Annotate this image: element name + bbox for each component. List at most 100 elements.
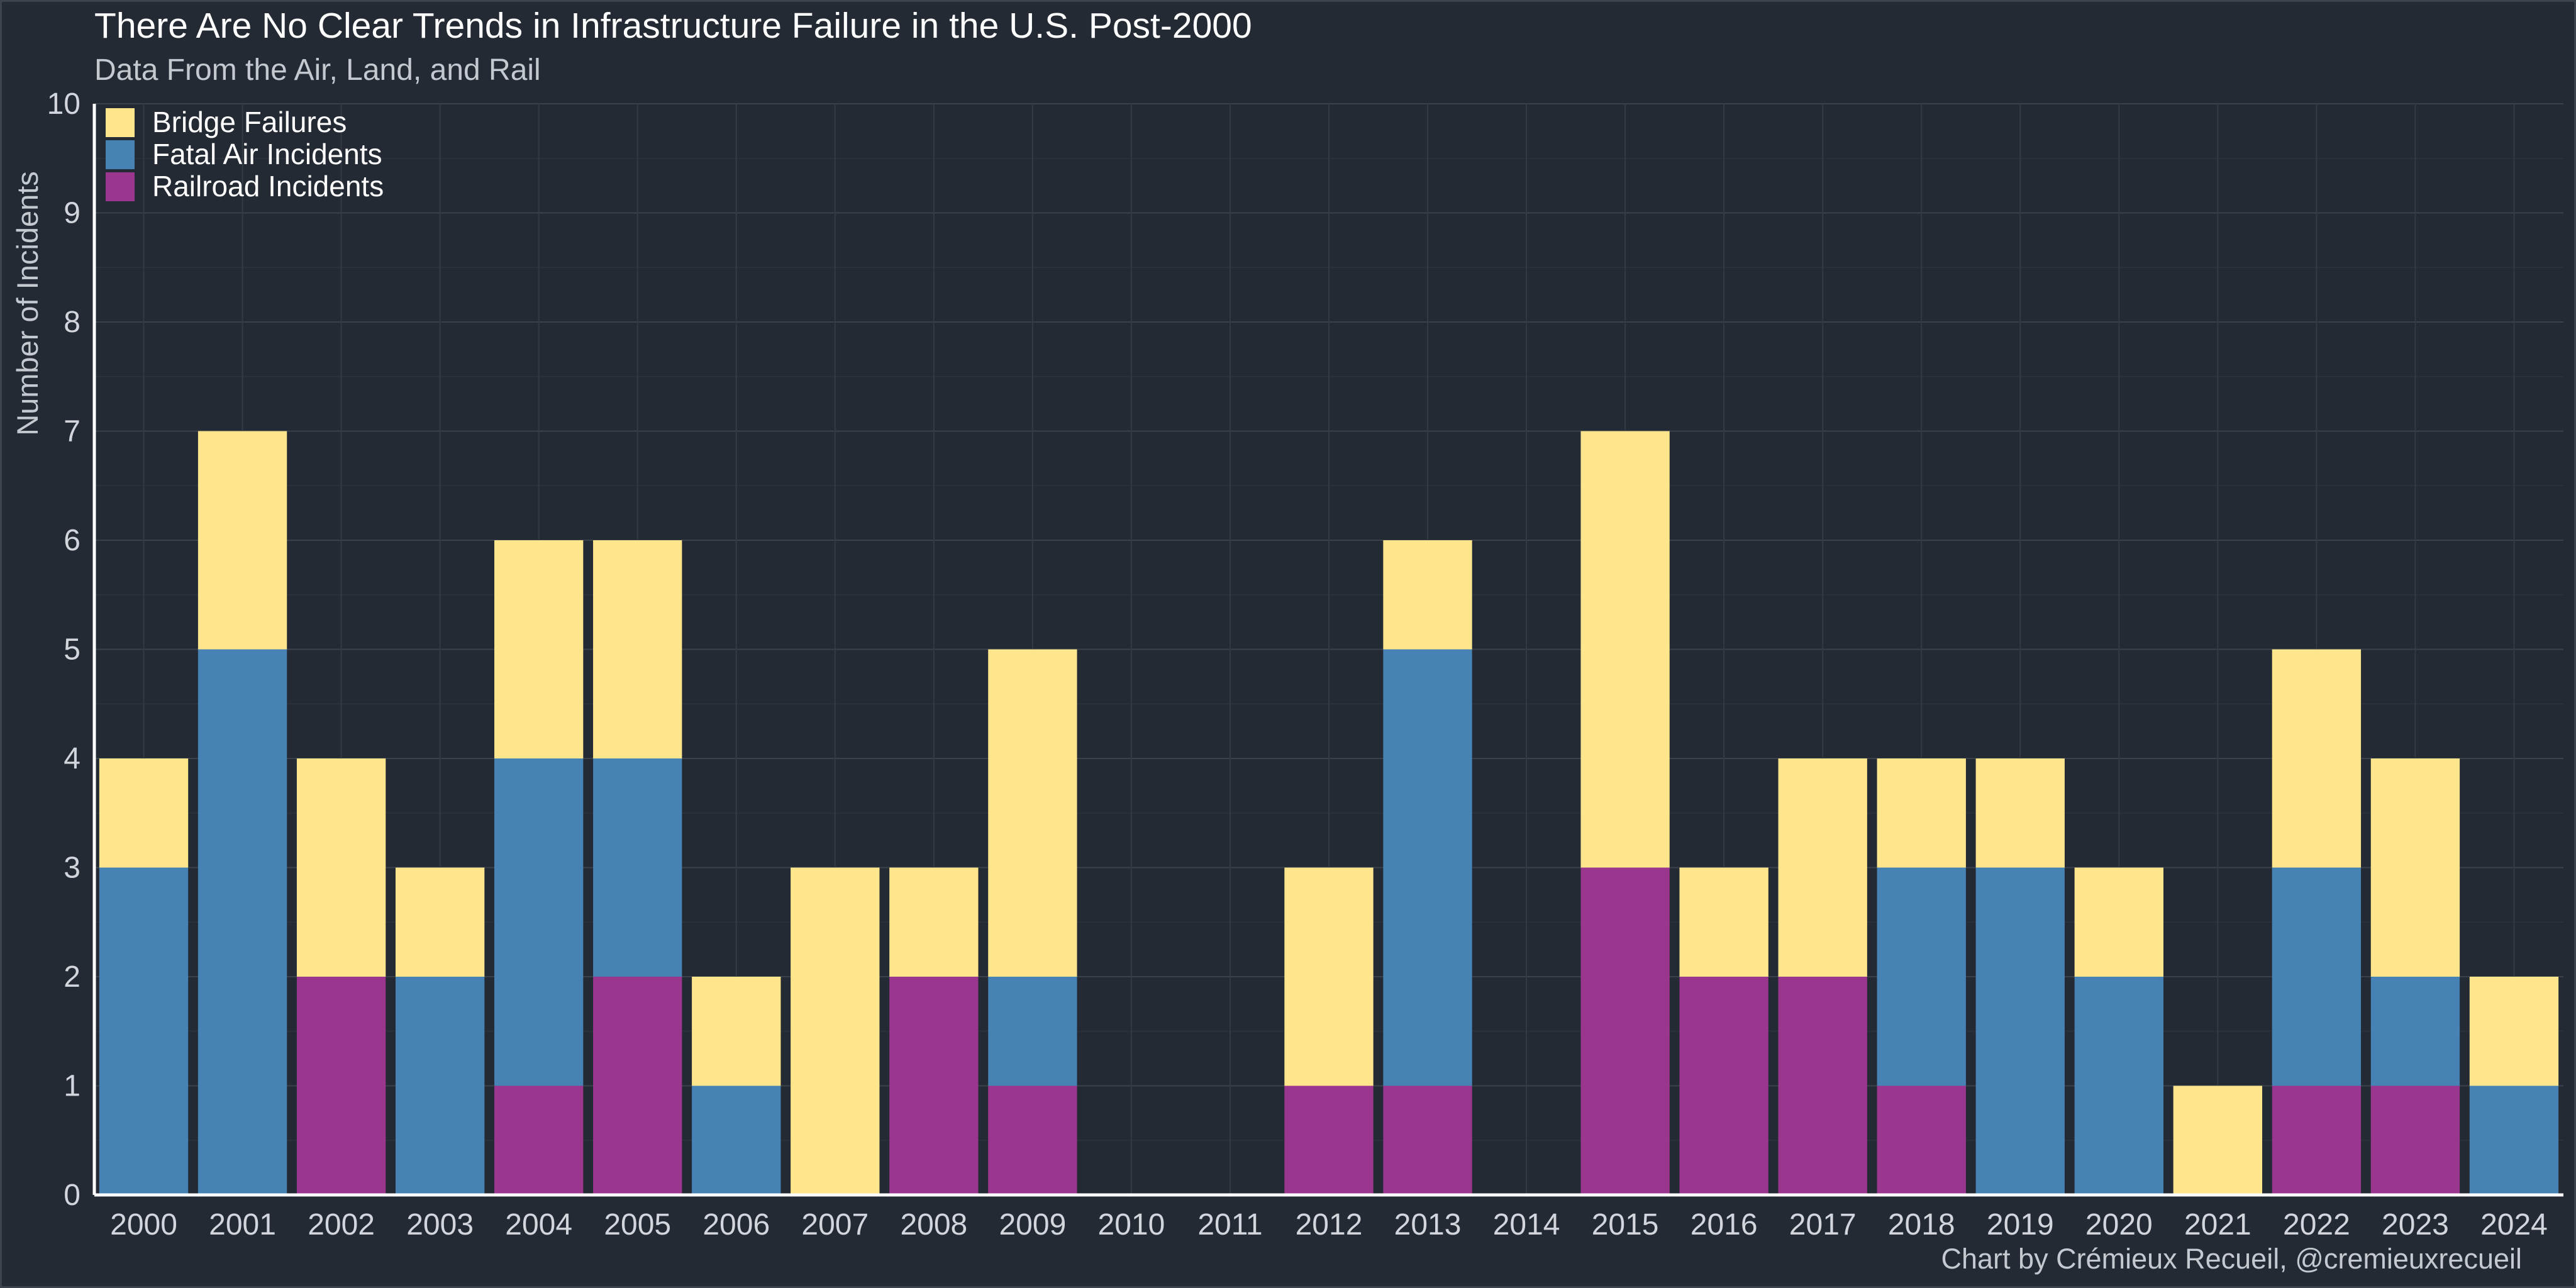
legend-swatch-railroad-incidents	[106, 172, 135, 201]
x-tick-label: 2007	[801, 1208, 869, 1241]
bar-fatal-air-incidents-2018	[1877, 867, 1966, 1086]
bar-bridge-failures-2003	[395, 867, 485, 977]
bar-fatal-air-incidents-2001	[197, 649, 287, 1195]
bar-bridge-failures-2006	[692, 977, 781, 1086]
x-tick-label: 2023	[2382, 1208, 2449, 1241]
x-tick-label: 2022	[2283, 1208, 2350, 1241]
bar-fatal-air-incidents-2013	[1383, 649, 1472, 1086]
bar-railroad-incidents-2015	[1580, 867, 1670, 1195]
x-tick-label: 2005	[604, 1208, 671, 1241]
bar-fatal-air-incidents-2000	[99, 867, 189, 1195]
bar-railroad-incidents-2013	[1383, 1085, 1472, 1195]
x-tick-label: 2014	[1493, 1208, 1560, 1241]
y-tick-label: 0	[64, 1179, 80, 1212]
bar-bridge-failures-2020	[2074, 867, 2163, 977]
y-tick-label: 7	[64, 415, 80, 448]
y-tick-label: 3	[64, 852, 80, 885]
y-tick-label: 6	[64, 524, 80, 557]
bar-railroad-incidents-2018	[1877, 1085, 1966, 1195]
bar-bridge-failures-2000	[99, 758, 189, 868]
axes	[92, 104, 2563, 1197]
bar-fatal-air-incidents-2024	[2469, 1085, 2559, 1195]
bar-railroad-incidents-2012	[1284, 1085, 1374, 1195]
bar-fatal-air-incidents-2004	[494, 758, 584, 1086]
x-tick-label: 2020	[2085, 1208, 2153, 1241]
bar-bridge-failures-2024	[2469, 977, 2559, 1086]
bar-bridge-failures-2018	[1877, 758, 1966, 868]
bar-railroad-incidents-2022	[2272, 1085, 2362, 1195]
bar-bridge-failures-2021	[2173, 1085, 2263, 1195]
chart-subtitle: Data From the Air, Land, and Rail	[94, 53, 541, 87]
legend-label-fatal-air-incidents: Fatal Air Incidents	[152, 138, 382, 170]
x-tick-label: 2009	[999, 1208, 1066, 1241]
bar-fatal-air-incidents-2020	[2074, 977, 2163, 1195]
bar-railroad-incidents-2008	[889, 977, 979, 1195]
y-tick-label: 5	[64, 633, 80, 667]
bar-bridge-failures-2022	[2272, 649, 2362, 868]
y-tick-label: 8	[64, 306, 80, 339]
bar-bridge-failures-2012	[1284, 867, 1374, 1086]
x-tick-label: 2015	[1592, 1208, 1659, 1241]
bar-fatal-air-incidents-2003	[395, 977, 485, 1195]
bar-bridge-failures-2007	[791, 867, 880, 1195]
legend-label-railroad-incidents: Railroad Incidents	[152, 170, 384, 203]
bar-bridge-failures-2023	[2370, 758, 2460, 977]
bar-bridge-failures-2004	[494, 540, 584, 758]
x-tick-label: 2006	[702, 1208, 770, 1241]
bar-railroad-incidents-2016	[1679, 977, 1768, 1195]
bars	[99, 431, 2559, 1195]
bar-bridge-failures-2019	[1975, 758, 2065, 868]
chart-credit: Chart by Crémieux Recueil, @cremieuxrecu…	[1941, 1243, 2523, 1275]
x-tick-label: 2003	[406, 1208, 474, 1241]
bar-railroad-incidents-2009	[988, 1085, 1077, 1195]
bar-fatal-air-incidents-2005	[593, 758, 682, 977]
x-tick-label: 2011	[1197, 1208, 1262, 1241]
bar-fatal-air-incidents-2023	[2370, 977, 2460, 1086]
bar-bridge-failures-2008	[889, 867, 979, 977]
bar-railroad-incidents-2017	[1778, 977, 1867, 1195]
y-axis-label: Number of Incidents	[11, 171, 44, 436]
bar-railroad-incidents-2005	[593, 977, 682, 1195]
bar-fatal-air-incidents-2019	[1975, 867, 2065, 1195]
x-tick-label: 2002	[308, 1208, 375, 1241]
y-tick-label: 10	[47, 87, 80, 121]
bar-bridge-failures-2015	[1580, 431, 1670, 868]
bar-bridge-failures-2017	[1778, 758, 1867, 977]
x-tick-label: 2017	[1789, 1208, 1857, 1241]
bar-railroad-incidents-2002	[296, 977, 386, 1195]
x-tick-label: 2000	[110, 1208, 177, 1241]
bar-bridge-failures-2005	[593, 540, 682, 758]
x-tick-label: 2012	[1296, 1208, 1363, 1241]
bar-fatal-air-incidents-2022	[2272, 867, 2362, 1086]
x-tick-label: 2008	[900, 1208, 967, 1241]
bar-fatal-air-incidents-2009	[988, 977, 1077, 1086]
chart-title: There Are No Clear Trends in Infrastruct…	[94, 6, 1252, 46]
x-tick-label: 2016	[1690, 1208, 1758, 1241]
bar-railroad-incidents-2004	[494, 1085, 584, 1195]
x-tick-label: 2004	[505, 1208, 572, 1241]
x-tick-label: 2021	[2184, 1208, 2251, 1241]
y-tick-label: 9	[64, 197, 80, 230]
y-tick-label: 1	[64, 1070, 80, 1103]
bar-bridge-failures-2009	[988, 649, 1077, 977]
legend-label-bridge-failures: Bridge Failures	[152, 106, 347, 138]
x-tick-label: 2019	[1987, 1208, 2054, 1241]
y-tick-label: 4	[64, 742, 80, 775]
x-tick-labels: 2000 2001 2002 2003 2004 2005 2006 2007 2008 2009…	[110, 1208, 2548, 1241]
x-tick-label: 2024	[2480, 1208, 2548, 1241]
y-tick-label: 2	[64, 960, 80, 994]
legend-swatch-bridge-failures	[106, 108, 135, 137]
x-tick-label: 2010	[1098, 1208, 1165, 1241]
x-tick-label: 2013	[1394, 1208, 1462, 1241]
legend-swatch-fatal-air-incidents	[106, 140, 135, 169]
bar-railroad-incidents-2023	[2370, 1085, 2460, 1195]
bar-bridge-failures-2016	[1679, 867, 1768, 977]
y-tick-labels: 0 1 2 3 4 5 6 7 8 9 10	[47, 87, 80, 1212]
bar-bridge-failures-2013	[1383, 540, 1472, 650]
bar-bridge-failures-2002	[296, 758, 386, 977]
x-tick-label: 2018	[1888, 1208, 1955, 1241]
bar-bridge-failures-2001	[197, 431, 287, 650]
